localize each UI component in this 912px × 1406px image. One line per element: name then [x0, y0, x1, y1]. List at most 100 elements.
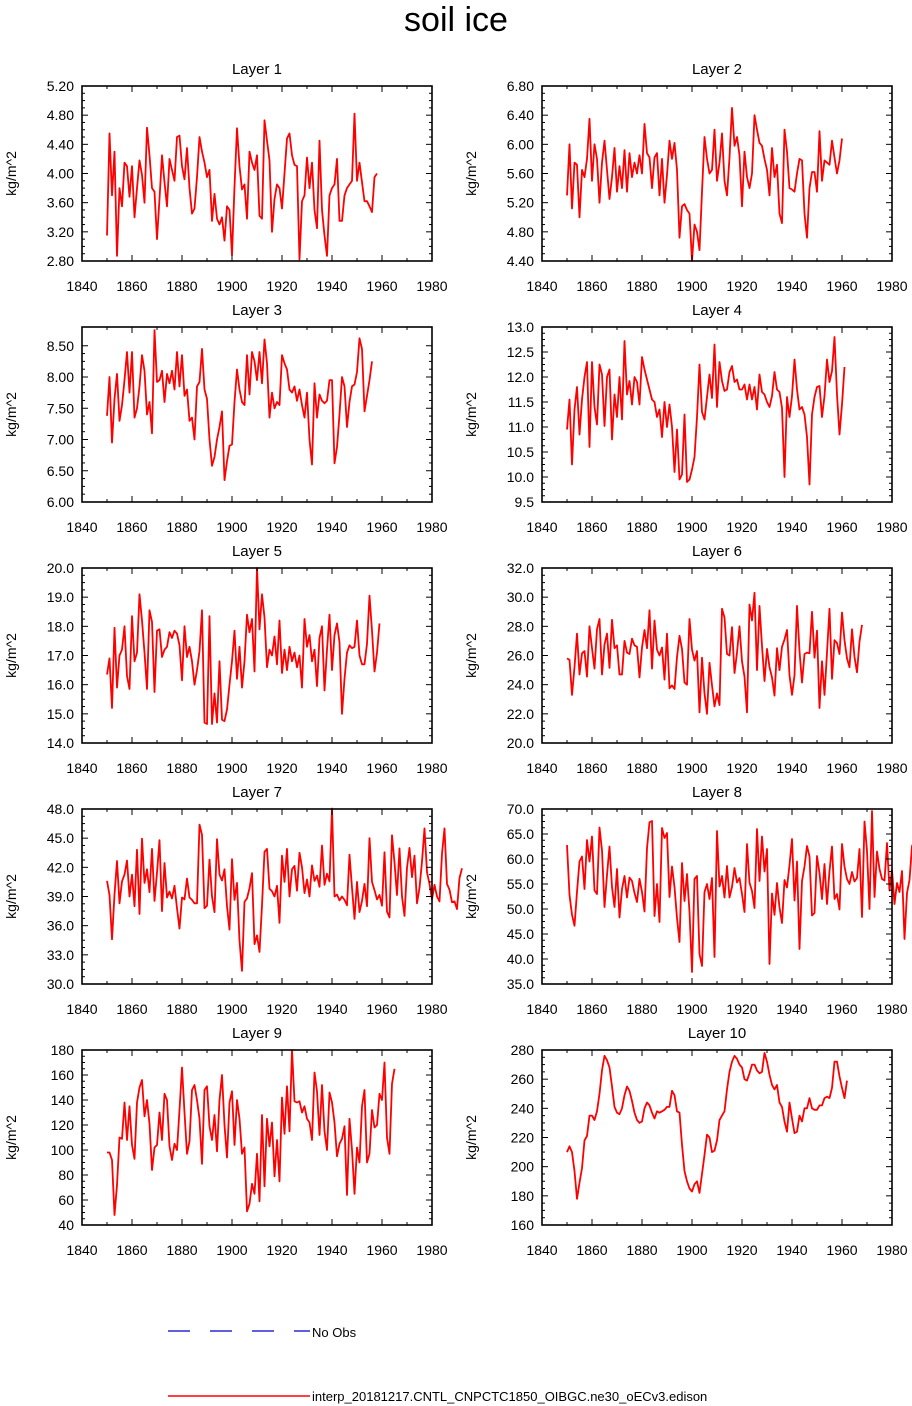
- x-tick-label: 1900: [216, 760, 247, 776]
- y-tick-label: 14.0: [47, 735, 74, 751]
- y-tick-label: 11.5: [508, 394, 534, 410]
- chart-panel: Layer 3 1840 1860 1880 1900 1920 1940 1960 1980 6…: [3, 302, 448, 535]
- y-tick-label: 9.5: [515, 494, 535, 510]
- y-tick-label: 6.50: [47, 463, 74, 479]
- series-line: [566, 591, 863, 715]
- chart-title: Layer 1: [232, 61, 282, 78]
- series-line: [106, 112, 378, 261]
- y-tick-label: 48.0: [47, 801, 74, 817]
- series-line: [107, 1049, 396, 1216]
- y-tick-label: 13.0: [507, 319, 534, 335]
- series-line: [566, 810, 912, 973]
- series-line: [566, 336, 846, 486]
- x-tick-label: 1920: [266, 519, 297, 535]
- y-tick-label: 180: [511, 1188, 535, 1204]
- y-tick-label: 70.0: [507, 801, 534, 817]
- x-tick-label: 1920: [266, 1001, 297, 1017]
- x-tick-label: 1880: [166, 519, 197, 535]
- chart-panel: Layer 7 1840 1860 1880 1900 1920 1940 1960 1980 3…: [3, 784, 463, 1017]
- y-tick-label: 28.0: [507, 618, 534, 634]
- y-tick-label: 40: [58, 1217, 74, 1233]
- x-tick-label: 1920: [726, 1242, 757, 1258]
- chart-panel: Layer 2 1840 1860 1880 1900 1920 1940 1960 1980 4…: [463, 61, 908, 294]
- series-line: [106, 567, 381, 725]
- y-tick-label: 40.0: [507, 951, 534, 967]
- x-tick-label: 1840: [66, 760, 97, 776]
- x-tick-label: 1860: [116, 519, 147, 535]
- chart-title: Layer 2: [692, 61, 742, 78]
- x-tick-label: 1940: [316, 278, 347, 294]
- legend-model-line: [168, 1395, 310, 1397]
- chart-title: Layer 3: [232, 302, 282, 319]
- chart-panel: Layer 10 1840 1860 1880 1900 1920 1940 1960 1980…: [463, 1025, 908, 1258]
- x-tick-label: 1960: [366, 278, 397, 294]
- y-tick-label: 6.40: [507, 107, 534, 123]
- y-tick-label: 10.5: [507, 444, 534, 460]
- x-tick-label: 1920: [266, 278, 297, 294]
- y-axis-label: kg/m^2: [3, 151, 19, 196]
- y-tick-label: 6.00: [47, 494, 74, 510]
- y-tick-label: 80: [58, 1167, 74, 1183]
- legend-obs-label: No Obs: [312, 1325, 357, 1340]
- chart-title: Layer 10: [688, 1025, 746, 1042]
- x-tick-label: 1880: [166, 760, 197, 776]
- y-tick-label: 30.0: [507, 589, 534, 605]
- y-tick-label: 6.80: [507, 78, 534, 94]
- x-tick-label: 1960: [366, 1001, 397, 1017]
- x-tick-label: 1960: [366, 1242, 397, 1258]
- y-tick-label: 17.0: [47, 648, 74, 664]
- legend-model-label: interp_20181217.CNTL_CNPCTC1850_OIBGC.ne…: [312, 1389, 708, 1404]
- chart-title: Layer 4: [692, 302, 742, 319]
- y-tick-label: 35.0: [507, 976, 534, 992]
- x-tick-label: 1880: [626, 760, 657, 776]
- x-tick-label: 1980: [876, 519, 907, 535]
- y-tick-label: 5.60: [507, 166, 534, 182]
- y-tick-label: 10.0: [507, 469, 534, 485]
- x-tick-label: 1860: [576, 519, 607, 535]
- y-tick-label: 160: [511, 1217, 535, 1233]
- x-tick-label: 1980: [416, 760, 447, 776]
- x-tick-label: 1980: [876, 1242, 907, 1258]
- y-tick-label: 32.0: [507, 560, 534, 576]
- y-tick-label: 3.20: [47, 224, 74, 240]
- x-tick-label: 1840: [66, 1242, 97, 1258]
- x-tick-label: 1840: [526, 1242, 557, 1258]
- y-tick-label: 30.0: [47, 976, 74, 992]
- x-tick-label: 1920: [726, 519, 757, 535]
- y-tick-label: 26.0: [507, 648, 534, 664]
- y-tick-label: 60.0: [507, 851, 534, 867]
- x-tick-label: 1960: [366, 760, 397, 776]
- x-tick-label: 1840: [526, 1001, 557, 1017]
- x-tick-label: 1840: [526, 278, 557, 294]
- x-tick-label: 1980: [876, 1001, 907, 1017]
- y-tick-label: 12.0: [507, 369, 534, 385]
- x-tick-label: 1960: [366, 519, 397, 535]
- y-tick-label: 65.0: [507, 826, 534, 842]
- y-axis-label: kg/m^2: [3, 1115, 19, 1160]
- x-tick-label: 1940: [316, 1242, 347, 1258]
- chart-panel: Layer 4 1840 1860 1880 1900 1920 1940 1960 1980 9…: [463, 302, 908, 535]
- x-tick-label: 1980: [416, 278, 447, 294]
- x-tick-label: 1920: [726, 1001, 757, 1017]
- series-line: [566, 107, 843, 262]
- x-tick-label: 1860: [576, 760, 607, 776]
- y-tick-label: 20.0: [507, 735, 534, 751]
- chart-title: Layer 8: [692, 784, 742, 801]
- x-tick-label: 1920: [726, 760, 757, 776]
- y-axis-label: kg/m^2: [3, 874, 19, 919]
- plot-frame: [541, 326, 893, 503]
- x-tick-label: 1880: [166, 278, 197, 294]
- x-tick-label: 1960: [826, 1001, 857, 1017]
- x-tick-label: 1940: [776, 1242, 807, 1258]
- y-tick-label: 5.20: [47, 78, 74, 94]
- x-tick-label: 1840: [66, 1001, 97, 1017]
- chart-title: Layer 9: [232, 1025, 282, 1042]
- x-tick-label: 1900: [676, 760, 707, 776]
- series-line: [106, 329, 373, 482]
- chart-panel: Layer 6 1840 1860 1880 1900 1920 1940 1960 1980 2…: [463, 543, 908, 776]
- series-line: [106, 807, 463, 972]
- x-tick-label: 1920: [726, 278, 757, 294]
- x-tick-label: 1860: [116, 278, 147, 294]
- x-tick-label: 1900: [216, 1001, 247, 1017]
- y-tick-label: 39.0: [47, 889, 74, 905]
